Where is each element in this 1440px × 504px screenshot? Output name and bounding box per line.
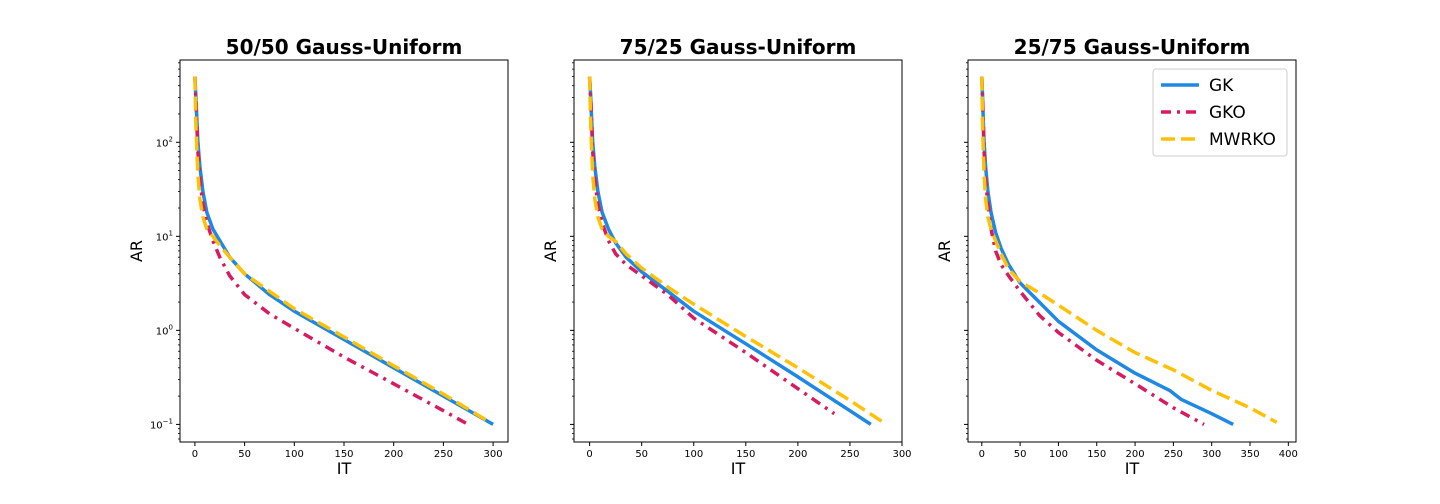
series-line-mwrko [980,76,1278,424]
legend-box [1152,68,1288,157]
x-tick-label: 200 [1126,449,1145,460]
x-tick-label: 300 [484,449,503,460]
series-group [980,76,1278,426]
y-tick-exponent: 0 [169,323,173,331]
x-tick-label: 250 [1164,449,1183,460]
x-tick-label: 0 [192,449,198,460]
x-tick-label: 100 [684,449,703,460]
y-tick-label: 101 [156,229,173,243]
y-tick-exponent: 2 [169,135,173,143]
x-axis-label: IT [1125,459,1140,478]
subplot-title: 50/50 Gauss-Uniform [226,35,463,59]
y-tick-exponent: 1 [169,229,173,237]
series-line-mwrko [193,76,492,424]
x-axis-label: IT [337,459,352,478]
y-axis-label: AR [541,240,560,262]
y-tick-exponent: −1 [163,417,173,425]
subplot-title: 25/75 Gauss-Uniform [1014,35,1251,59]
x-tick-label: 50 [1014,449,1027,460]
y-tick-label: 102 [156,135,173,149]
series-group [587,76,888,426]
x-tick-label: 100 [1049,449,1068,460]
series-group [193,76,494,426]
x-tick-label: 0 [586,449,592,460]
x-tick-label: 250 [434,449,453,460]
legend-label-gko: GKO [1209,103,1246,123]
x-tick-label: 300 [1202,449,1221,460]
subplot-title: 75/25 Gauss-Uniform [620,35,857,59]
x-axis-label: IT [731,459,746,478]
axes-frame [179,59,509,443]
x-tick-label: 300 [892,449,911,460]
subplot-2: 0 50 100 150 200 250 300 75/25 Gauss-Uniform IT A… [541,35,912,478]
x-tick-label: 400 [1279,449,1298,460]
y-tick-base: 10 [156,326,169,337]
y-tick-base: 10 [156,138,169,149]
series-line-gko [587,76,836,416]
x-tick-label: 50 [635,449,648,460]
series-line-gko [193,76,470,426]
legend-label-mwrko: MWRKO [1209,130,1276,150]
x-tick-label: 200 [788,449,807,460]
legend: GK GKO MWRKO [1152,68,1288,157]
y-tick-base: 10 [156,232,169,243]
x-tick-label: 150 [1087,449,1106,460]
series-line-gk [193,76,494,426]
x-tick-label: 200 [384,449,403,460]
y-axis-label: AR [935,240,954,262]
x-tick-label: 250 [840,449,859,460]
y-tick-label: 10−1 [150,417,173,431]
x-tick-label: 100 [285,449,304,460]
y-tick-label: 100 [156,323,173,337]
x-tick-label: 50 [238,449,251,460]
y-tick-base: 10 [150,420,163,431]
legend-label-gk: GK [1209,76,1234,96]
x-tick-label: 150 [736,449,755,460]
subplot-3: 0 50 100 150 200 250 300 350 400 25/75 Gauss-Unif… [935,35,1298,478]
x-tick-label: 150 [334,449,353,460]
series-line-gk [587,76,872,426]
series-line-mwrko [587,76,888,426]
y-axis-label: AR [127,240,146,262]
x-tick-label: 350 [1240,449,1259,460]
x-tick-label: 0 [979,449,985,460]
